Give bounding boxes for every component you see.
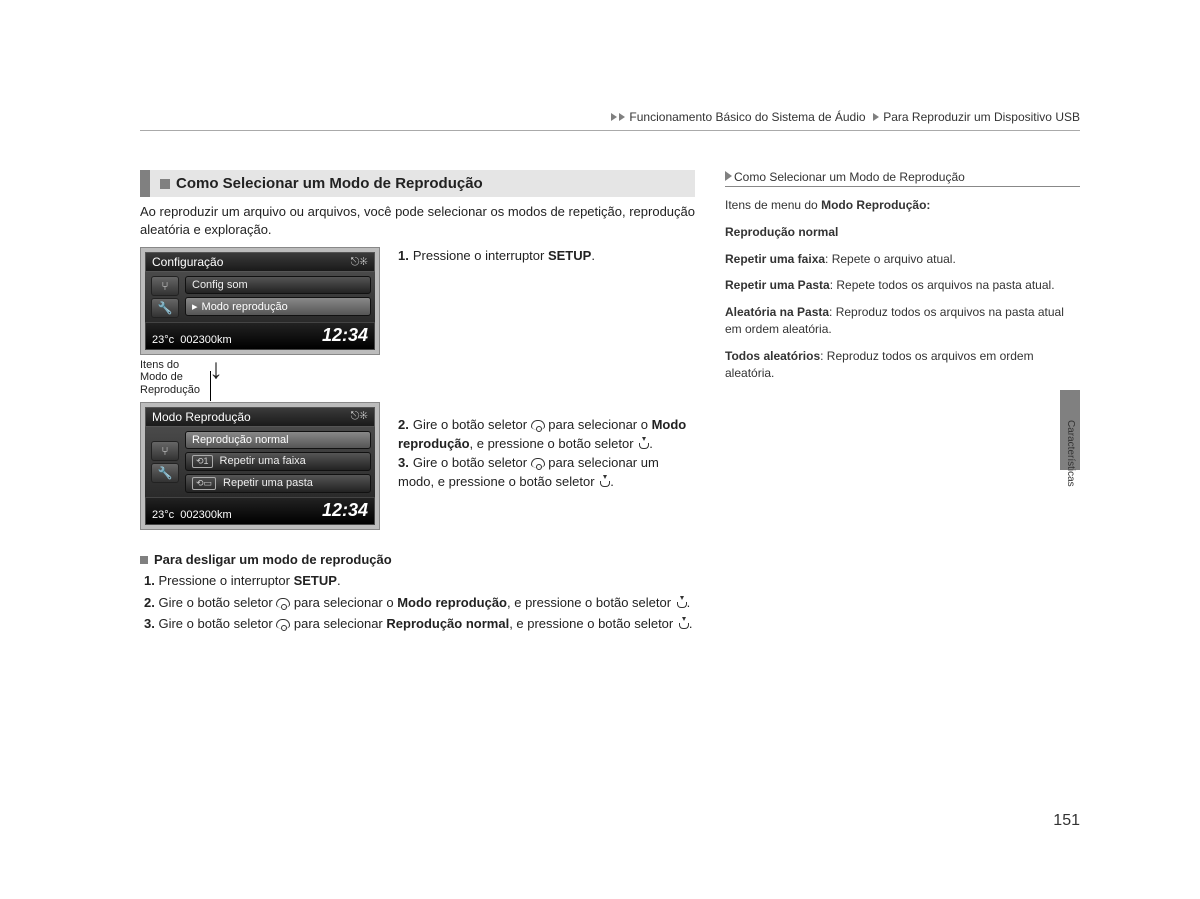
triangle-icon bbox=[873, 113, 879, 121]
step-3: 3. Gire o botão seletor para selecionar … bbox=[140, 614, 695, 634]
clock: 12:34 bbox=[322, 325, 368, 346]
dial-icon bbox=[276, 619, 290, 629]
step-1: 1. Pressione o interruptor SETUP. bbox=[140, 571, 695, 591]
repeat-one-icon: ⟲1 bbox=[192, 455, 213, 468]
chevron-icon bbox=[725, 171, 732, 181]
wrench-icon: 🔧 bbox=[151, 463, 179, 483]
sidebar-item: Reprodução normal bbox=[725, 224, 1080, 241]
annotation-label: Itens do Modo de Reprodução ↓ bbox=[140, 359, 380, 395]
step-1: 1.Pressione o interruptor SETUP. bbox=[398, 247, 695, 266]
step-2: 2.Gire o botão seletor para selecionar o… bbox=[398, 416, 695, 454]
triangle-icon bbox=[619, 113, 625, 121]
down-arrow-icon: ↓ bbox=[209, 359, 223, 379]
device-screenshot-2: Modo Reprodução ⎋❊ ⑂ 🔧 Reprodução normal… bbox=[140, 402, 380, 530]
breadcrumb-level2: Para Reproduzir um Dispositivo USB bbox=[883, 110, 1080, 124]
sidebar-item: Repetir uma faixa: Repete o arquivo atua… bbox=[725, 251, 1080, 268]
breadcrumb: Funcionamento Básico do Sistema de Áudio… bbox=[140, 110, 1080, 131]
sidebar-item: Repetir uma Pasta: Repete todos os arqui… bbox=[725, 277, 1080, 294]
clock: 12:34 bbox=[322, 500, 368, 521]
status-icons: ⎋❊ bbox=[351, 410, 368, 423]
menu-item-selected: ▸ Modo reprodução bbox=[185, 297, 371, 316]
sidebar-item: Todos aleatórios: Reproduz todos os arqu… bbox=[725, 348, 1080, 382]
device-screenshot-1: Configuração ⎋❊ ⑂ 🔧 Config som ▸ Modo re… bbox=[140, 247, 380, 355]
press-icon bbox=[598, 477, 610, 487]
menu-item: ⟲▭Repetir uma pasta bbox=[185, 474, 371, 493]
page-number: 151 bbox=[1053, 812, 1080, 830]
wrench-icon: 🔧 bbox=[151, 298, 179, 318]
press-icon bbox=[675, 598, 687, 608]
dial-icon bbox=[276, 598, 290, 608]
menu-item-selected: Reprodução normal bbox=[185, 431, 371, 449]
breadcrumb-level1: Funcionamento Básico do Sistema de Áudio bbox=[629, 110, 865, 124]
section-side-label: Características bbox=[1065, 420, 1076, 487]
square-icon bbox=[160, 179, 170, 189]
status-icons: ⎋❊ bbox=[351, 256, 368, 269]
dial-icon bbox=[531, 420, 545, 430]
step-3: 3.Gire o botão seletor para selecionar u… bbox=[398, 454, 695, 492]
screen2-title: Modo Reprodução bbox=[152, 410, 251, 424]
section-heading: Como Selecionar um Modo de Reprodução bbox=[140, 170, 695, 197]
subsection-heading: Para desligar um modo de reprodução bbox=[140, 550, 695, 570]
sidebar-heading: Como Selecionar um Modo de Reprodução bbox=[725, 170, 1080, 187]
menu-item: Config som bbox=[185, 276, 371, 294]
usb-icon: ⑂ bbox=[151, 441, 179, 461]
step-2: 2. Gire o botão seletor para selecionar … bbox=[140, 593, 695, 613]
triangle-icon bbox=[611, 113, 617, 121]
sidebar-item: Aleatória na Pasta: Reproduz todos os ar… bbox=[725, 304, 1080, 338]
press-icon bbox=[677, 619, 689, 629]
dial-icon bbox=[531, 458, 545, 468]
menu-item: ⟲1Repetir uma faixa bbox=[185, 452, 371, 471]
screen1-title: Configuração bbox=[152, 255, 223, 269]
sidebar-intro: Itens de menu do Modo Reprodução: bbox=[725, 197, 1080, 214]
sidebar-notes: Como Selecionar um Modo de Reprodução It… bbox=[725, 170, 1080, 391]
repeat-folder-icon: ⟲▭ bbox=[192, 477, 216, 490]
usb-icon: ⑂ bbox=[151, 276, 179, 296]
press-icon bbox=[637, 439, 649, 449]
intro-text: Ao reproduzir um arquivo ou arquivos, vo… bbox=[140, 203, 695, 239]
